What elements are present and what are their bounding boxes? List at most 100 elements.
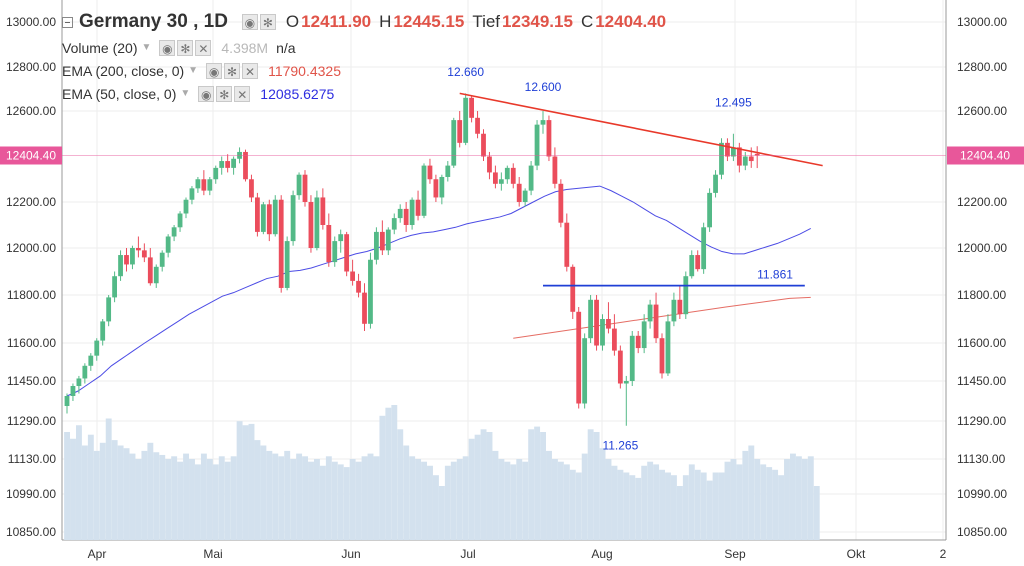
volume-bar xyxy=(694,469,701,540)
gear-icon[interactable]: ✻ xyxy=(177,39,194,56)
candle xyxy=(445,161,451,182)
volume-bar xyxy=(688,464,695,540)
candle-body xyxy=(641,321,647,349)
volume-bar xyxy=(218,456,225,540)
gear-icon[interactable]: ✻ xyxy=(224,62,241,79)
candle-body xyxy=(231,158,236,168)
volume-bar xyxy=(528,429,535,540)
candle-body xyxy=(576,311,582,404)
volume-indicator-label[interactable]: Volume (20) xyxy=(62,39,138,56)
volume-bar xyxy=(516,459,523,540)
volume-bars xyxy=(64,405,820,540)
candle xyxy=(475,111,480,139)
candle-body xyxy=(219,161,225,168)
volume-bar xyxy=(700,472,707,540)
candle-body xyxy=(344,234,350,272)
candle xyxy=(284,236,290,291)
right-last-price-badge xyxy=(947,146,1024,165)
volume-bar xyxy=(242,425,249,540)
candle-body xyxy=(213,167,219,180)
volume-bar xyxy=(647,461,654,540)
candle xyxy=(742,151,748,171)
candle-body xyxy=(397,208,403,219)
candle-body xyxy=(189,188,195,200)
candle xyxy=(231,156,236,175)
volume-bar xyxy=(790,453,796,540)
volume-bar xyxy=(444,465,451,540)
collapse-legend-icon[interactable] xyxy=(62,16,73,28)
candle xyxy=(147,248,153,286)
candle xyxy=(606,302,611,334)
left-price-tick-label: 11600.00 xyxy=(7,336,56,350)
symbol-title[interactable]: Germany 30 , 1D xyxy=(79,11,228,32)
volume-bar xyxy=(706,480,713,540)
volume-bar xyxy=(123,448,130,540)
candle xyxy=(106,295,112,327)
candlesticks xyxy=(64,93,760,426)
close-icon[interactable]: ✕ xyxy=(242,62,259,79)
candle xyxy=(136,236,141,258)
eye-icon[interactable]: ◉ xyxy=(159,39,176,56)
volume-bar xyxy=(314,459,320,540)
candle-body xyxy=(64,396,70,406)
candle xyxy=(219,156,225,175)
eye-icon[interactable]: ◉ xyxy=(198,85,215,102)
candle-body xyxy=(338,234,344,242)
candle-body xyxy=(94,340,100,356)
eye-icon[interactable]: ◉ xyxy=(206,62,223,79)
candle xyxy=(647,299,653,329)
volume-bar xyxy=(552,459,558,540)
candle xyxy=(82,363,88,384)
volume-bar xyxy=(325,456,332,540)
close-icon[interactable]: ✕ xyxy=(234,85,251,102)
candle-body xyxy=(427,165,433,180)
candle-body xyxy=(629,335,635,381)
candle-body xyxy=(350,271,355,281)
candle-body xyxy=(195,179,201,189)
volume-bar xyxy=(343,467,350,540)
candle-body xyxy=(171,227,177,237)
volume-bar xyxy=(171,456,178,540)
ema50-indicator-label[interactable]: EMA (50, close, 0) xyxy=(62,85,177,102)
volume-bar xyxy=(403,445,410,540)
left-last-price-label: 12404.40 xyxy=(6,148,56,162)
candle xyxy=(171,225,177,242)
candle-body xyxy=(141,250,147,258)
candle xyxy=(457,111,463,148)
time-axis: Apr Mai Jun Jul Aug Sep Okt 2 xyxy=(88,547,947,561)
volume-bar xyxy=(540,432,546,540)
eye-icon[interactable]: ◉ xyxy=(241,14,258,30)
candle-body xyxy=(433,179,439,198)
candle xyxy=(540,111,546,134)
volume-bar xyxy=(456,459,463,540)
candle-body xyxy=(70,386,76,396)
chevron-down-icon[interactable]: ▼ xyxy=(188,65,199,76)
candle-body xyxy=(379,231,385,251)
gear-icon[interactable]: ✻ xyxy=(259,14,276,30)
candle-body xyxy=(475,117,480,134)
volume-bar xyxy=(200,453,207,540)
candle-body xyxy=(558,183,564,223)
drawn-lines xyxy=(62,92,946,287)
candle-body xyxy=(225,161,231,168)
chevron-down-icon[interactable]: ▼ xyxy=(180,88,191,99)
candle-body xyxy=(255,197,260,232)
candle xyxy=(653,292,659,343)
candle-body xyxy=(510,167,516,184)
close-icon[interactable]: ✕ xyxy=(195,39,212,56)
candle-body xyxy=(564,222,570,267)
high-value: 12445.15 xyxy=(393,12,465,31)
candle-body xyxy=(100,321,106,341)
candle xyxy=(617,345,623,389)
chevron-down-icon[interactable]: ▼ xyxy=(141,42,152,53)
volume-bar xyxy=(319,465,326,540)
close-key: C xyxy=(580,12,594,31)
candle-body xyxy=(249,179,254,198)
gear-icon[interactable]: ✻ xyxy=(216,85,233,102)
time-tick-label: Jun xyxy=(341,547,360,561)
ema200-indicator-label[interactable]: EMA (200, close, 0) xyxy=(62,62,185,79)
left-price-tick-label: 13000.00 xyxy=(6,15,56,29)
volume-bar xyxy=(653,464,660,540)
volume-bar xyxy=(599,448,606,540)
